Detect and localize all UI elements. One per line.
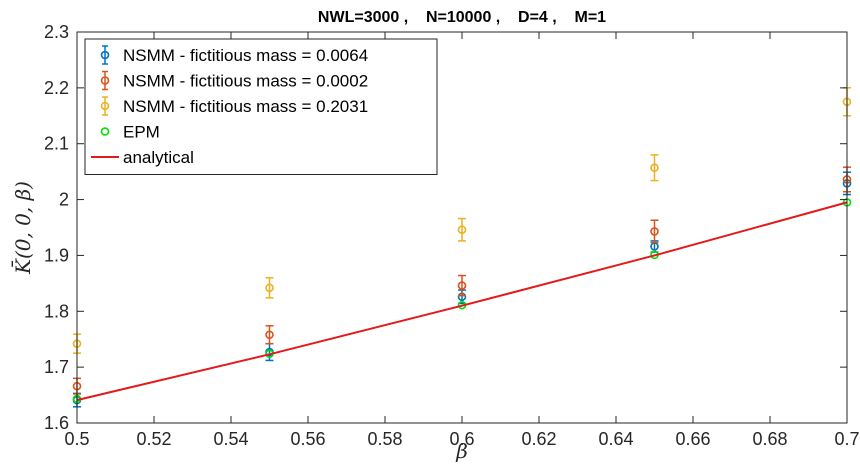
y-tick-label: 1.9 [44, 245, 69, 265]
x-tick-label: 0.66 [675, 429, 710, 449]
legend: NSMM - fictitious mass = 0.0064 NSMM - fi… [85, 39, 437, 175]
x-tick-label: 0.54 [213, 429, 248, 449]
legend-label: NSMM - fictitious mass = 0.2031 [123, 97, 368, 116]
y-tick-label: 1.6 [44, 413, 69, 433]
chart-title: NWL=3000 , N=10000 , D=4 , M=1 [318, 9, 606, 26]
legend-label: analytical [123, 148, 194, 167]
y-tick-label: 1.7 [44, 357, 69, 377]
y-tick-label: 2.1 [44, 134, 69, 154]
y-axis-label: K̄(0, 0, β) [10, 181, 35, 275]
y-tick-label: 2 [59, 190, 69, 210]
legend-item: NSMM - fictitious mass = 0.2031 [102, 97, 369, 116]
x-tick-label: 0.56 [290, 429, 325, 449]
legend-item: NSMM - fictitious mass = 0.0064 [102, 46, 369, 65]
legend-item: NSMM - fictitious mass = 0.0002 [102, 72, 369, 91]
legend-label: EPM [123, 123, 160, 142]
x-tick-label: 0.58 [367, 429, 402, 449]
y-tick-label: 1.8 [44, 301, 69, 321]
x-tick-label: 0.52 [136, 429, 171, 449]
series-1 [73, 167, 851, 394]
x-tick-label: 0.68 [752, 429, 787, 449]
legend-label: NSMM - fictitious mass = 0.0002 [123, 72, 368, 91]
x-tick-label: 0.64 [598, 429, 633, 449]
x-tick-label: 0.7 [834, 429, 859, 449]
y-tick-label: 2.2 [44, 78, 69, 98]
y-tick-label: 2.3 [44, 22, 69, 42]
legend-label: NSMM - fictitious mass = 0.0064 [123, 46, 368, 65]
x-axis-label: β [455, 439, 468, 463]
x-tick-label: 0.62 [521, 429, 556, 449]
